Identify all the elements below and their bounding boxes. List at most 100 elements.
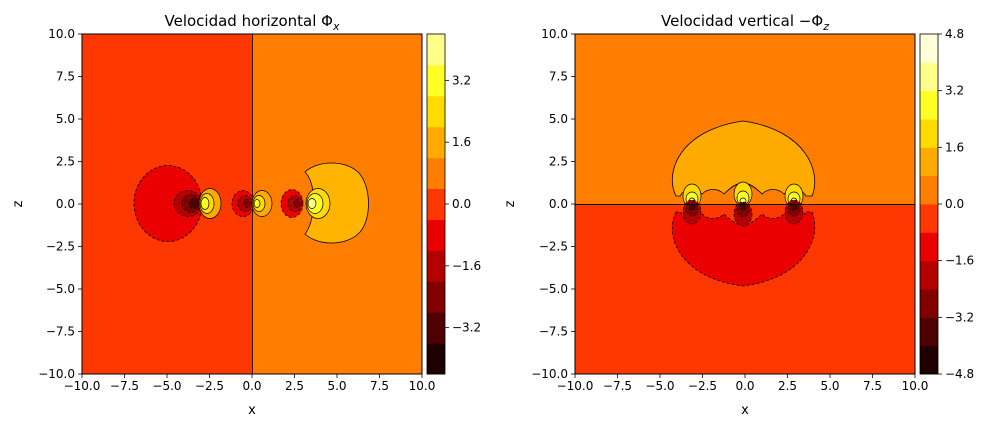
chart-title-subscript: z [822,20,829,33]
y-axis-label: z [11,200,26,207]
y-tick-label: 0.0 [549,197,568,211]
chart-title: Velocidad vertical −Φz [661,12,829,33]
x-tick-label: 0.0 [735,379,754,393]
y-tick-label: 10.0 [541,27,568,41]
colorbar-segment [920,260,938,290]
chart-title-text: Velocidad horizontal Φ [165,12,333,30]
colorbar-tick-label: 0.0 [945,197,964,211]
x-tick-label: −10.0 [557,379,594,393]
spot-down-3 [784,199,804,225]
colorbar-segment [920,232,938,262]
colorbar-tick-label: −1.6 [945,254,974,268]
colorbar-segment [427,126,445,159]
colorbar-segment [920,317,938,347]
colorbar-segment [427,312,445,344]
x-tick-label: −7.5 [603,379,632,393]
x-tick-label: 10.0 [902,379,929,393]
colorbar-segment [920,175,938,205]
panel-horizontal-velocity: Velocidad horizontal Φx [11,12,481,418]
y-tick-label: −7.5 [539,325,568,339]
colorbar-segment [920,34,938,63]
spot-up-2 [733,181,753,207]
x-tick-label: 7.5 [863,379,882,393]
colorbar-segment [920,90,938,120]
x-tick-label: −10.0 [64,379,101,393]
colorbar-segment [920,345,938,375]
spot-neg-1 [173,190,203,217]
y-tick-label: 10.0 [48,27,75,41]
spot-down-1 [682,199,702,225]
x-tick-label: −2.5 [688,379,717,393]
spot-pos-1 [198,188,222,219]
negative-bowl [672,211,816,287]
plot-area [82,34,422,374]
colorbar-tick-label: 3.2 [452,73,471,87]
colorbar-segment [920,147,938,177]
x-tick-label: 0.0 [242,379,261,393]
colorbar-segment [427,343,445,375]
colorbar-tick-label: 0.0 [452,197,471,211]
colorbar-segment [427,250,445,282]
x-axis-ticks: −10.0 −7.5 −5.0 −2.5 0.0 2.5 5.0 7.5 10.0 [64,374,436,393]
x-tick-label: −5.0 [152,379,181,393]
colorbar-segment [427,157,445,190]
colorbar-tick-label: 1.6 [452,135,471,149]
colorbar-segment [427,219,445,251]
y-tick-label: 5.0 [56,112,75,126]
colorbar: −4.8 −3.2 −1.6 0.0 1.6 3.2 4.8 [919,27,974,381]
x-tick-label: −2.5 [195,379,224,393]
chart-title-text: Velocidad vertical −Φ [661,12,823,30]
y-tick-label: 5.0 [549,112,568,126]
x-axis-ticks: −10.0 −7.5 −5.0 −2.5 0.0 2.5 5.0 7.5 10.0 [557,374,929,393]
y-axis-ticks: 10.0 7.5 5.0 2.5 0.0 −2.5 −5.0 −7.5 −10.0 [38,27,82,381]
positive-dome [672,120,816,197]
colorbar-segment [427,64,445,97]
colorbar-tick-label: 3.2 [945,84,964,98]
colorbar-segment [427,281,445,313]
x-axis-label: x [248,403,256,418]
spot-pos-2 [251,190,273,217]
x-tick-label: 10.0 [409,379,436,393]
y-tick-label: −10.0 [38,367,75,381]
spot-neg-3 [280,189,304,218]
y-tick-label: 7.5 [56,70,75,84]
y-tick-label: −5.0 [46,282,75,296]
colorbar-tick-label: −3.2 [945,310,974,324]
y-axis-ticks: 10.0 7.5 5.0 2.5 0.0 −2.5 −5.0 −7.5 −10.0 [531,27,575,381]
colorbar-segment [920,62,938,92]
colorbar-segment [427,188,445,220]
spot-down-2 [733,201,753,227]
x-tick-label: 5.0 [327,379,346,393]
colorbar-segment [427,95,445,128]
panel-vertical-velocity: Velocidad vertical −Φz [503,12,974,418]
x-tick-label: 7.5 [370,379,389,393]
colorbar-tick-label: −3.2 [452,321,481,335]
y-tick-label: 7.5 [549,70,568,84]
spot-neg-2 [231,190,255,217]
colorbar: −3.2 −1.6 0.0 1.6 3.2 [426,33,481,375]
y-axis-label: z [503,200,518,207]
x-tick-label: −5.0 [645,379,674,393]
colorbar-segment [920,119,938,148]
plot-area [575,34,915,374]
y-tick-label: 2.5 [56,155,75,169]
chart-title-subscript: x [332,20,340,33]
colorbar-segment [920,204,938,233]
y-tick-label: −5.0 [539,282,568,296]
y-tick-label: −10.0 [531,367,568,381]
colorbar-segment [427,34,445,66]
colorbar-tick-label: −4.8 [945,367,974,381]
y-tick-label: −2.5 [539,240,568,254]
x-axis-label: x [741,403,749,418]
colorbar-segment [920,289,938,318]
x-tick-label: 2.5 [285,379,304,393]
colorbar-tick-label: 1.6 [945,140,964,154]
colorbar-tick-label: −1.6 [452,259,481,273]
y-tick-label: −7.5 [46,325,75,339]
x-tick-label: −7.5 [110,379,139,393]
y-tick-label: 2.5 [549,155,568,169]
y-tick-label: 0.0 [56,197,75,211]
spot-pos-3 [305,188,331,219]
x-tick-label: 5.0 [820,379,839,393]
